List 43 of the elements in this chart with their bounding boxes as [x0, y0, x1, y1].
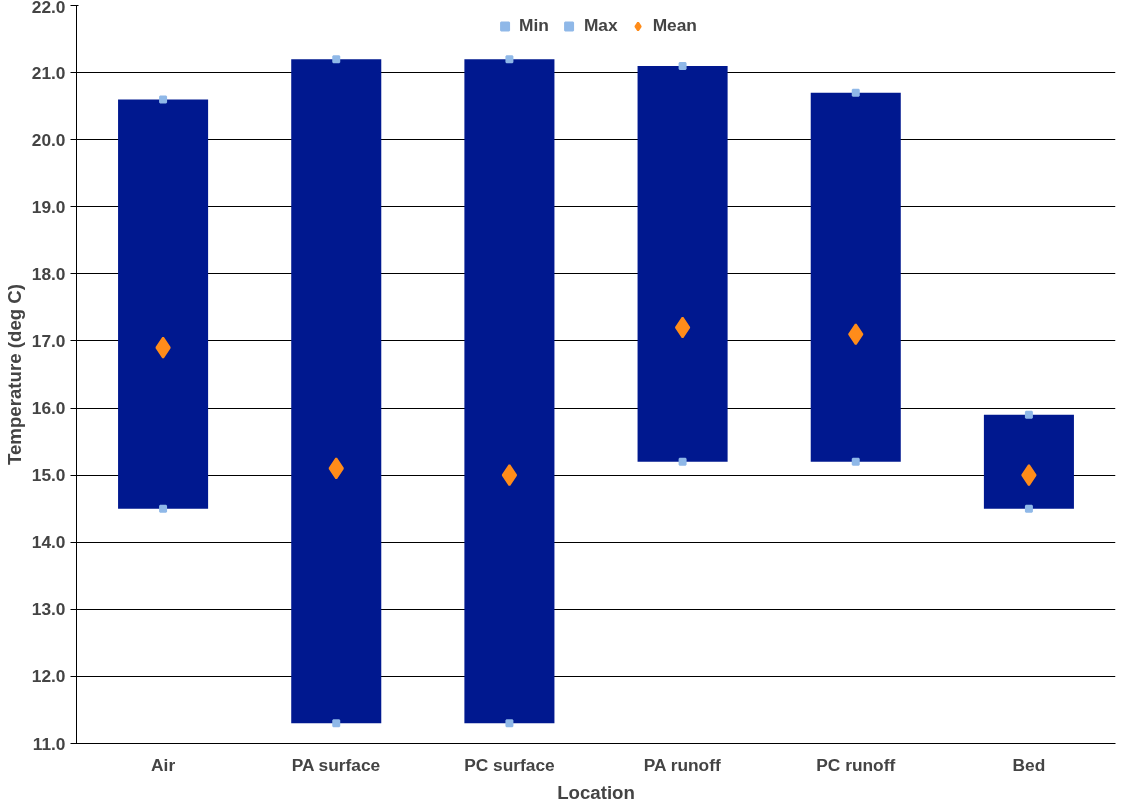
point [505, 719, 514, 728]
y-tick-label: 17.0 [31, 330, 66, 351]
y-tick-label: 22.0 [31, 0, 66, 17]
point [159, 504, 168, 513]
legend-label: Mean [652, 15, 697, 36]
x-tick-label: PA runoff [643, 754, 721, 775]
y-tick-label: 13.0 [31, 599, 66, 620]
point [332, 55, 341, 64]
point [501, 464, 518, 487]
x-tick-label: PA surface [291, 754, 381, 775]
point [851, 457, 860, 466]
y-tick-label: 15.0 [31, 465, 66, 486]
point [678, 457, 687, 466]
x-tick-label: Air [151, 754, 176, 775]
y-tick-label: 14.0 [31, 532, 66, 553]
bar [810, 92, 901, 462]
y-tick-label: 12.0 [31, 666, 66, 687]
y-tick-label: 11.0 [32, 733, 66, 754]
bar [637, 65, 728, 462]
point [851, 88, 860, 97]
x-tick-label: PC surface [464, 754, 556, 775]
y-axis-title: Temperature (deg C) [3, 283, 25, 466]
legend-label: Min [519, 15, 549, 36]
point [505, 55, 514, 64]
point [332, 719, 341, 728]
point [678, 61, 687, 70]
y-tick-label: 20.0 [31, 129, 66, 150]
x-axis-title: Location [557, 781, 635, 803]
y-tick-label: 16.0 [31, 398, 66, 419]
bar [464, 59, 555, 724]
bar [118, 99, 209, 509]
legend-label: Max [583, 15, 618, 36]
x-tick-label: Bed [1012, 754, 1046, 775]
bar [983, 414, 1074, 509]
bar [291, 59, 382, 724]
y-tick-label: 19.0 [31, 196, 66, 217]
point [1024, 410, 1033, 419]
y-tick-label: 21.0 [31, 62, 66, 83]
point [674, 316, 691, 339]
x-tick-label: PC runoff [816, 754, 896, 775]
y-tick-label: 18.0 [31, 263, 66, 284]
point [1024, 504, 1033, 513]
point [159, 95, 168, 104]
